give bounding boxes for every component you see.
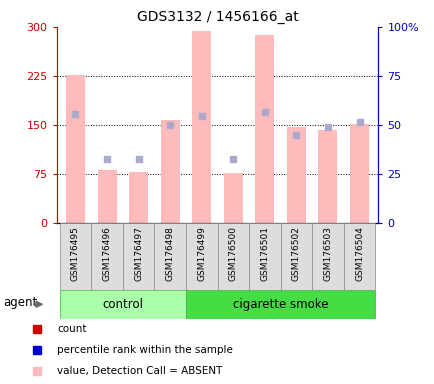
Bar <box>249 223 280 290</box>
Bar <box>224 173 242 223</box>
Bar <box>255 35 274 223</box>
Text: GSM176501: GSM176501 <box>260 226 269 281</box>
Text: cigarette smoke: cigarette smoke <box>232 298 328 311</box>
Bar <box>318 130 337 223</box>
Bar <box>192 31 210 223</box>
Text: agent: agent <box>3 296 37 310</box>
Text: GSM176496: GSM176496 <box>102 226 111 281</box>
Text: GSM176502: GSM176502 <box>291 226 300 281</box>
Bar <box>129 172 148 223</box>
Text: GSM176498: GSM176498 <box>165 226 174 281</box>
Bar <box>217 223 249 290</box>
Bar <box>154 223 185 290</box>
Bar <box>160 120 179 223</box>
Text: count: count <box>57 324 86 334</box>
Text: GSM176497: GSM176497 <box>134 226 143 281</box>
Bar <box>286 127 305 223</box>
Text: percentile rank within the sample: percentile rank within the sample <box>57 345 232 355</box>
Text: GSM176503: GSM176503 <box>323 226 332 281</box>
Bar <box>349 124 368 223</box>
Bar <box>59 223 91 290</box>
Bar <box>66 75 85 223</box>
Text: value, Detection Call = ABSENT: value, Detection Call = ABSENT <box>57 366 222 376</box>
Text: control: control <box>102 298 143 311</box>
Bar <box>97 170 116 223</box>
Bar <box>91 223 122 290</box>
Bar <box>59 290 185 319</box>
Bar <box>122 223 154 290</box>
Bar <box>312 223 343 290</box>
Bar <box>185 290 375 319</box>
Text: GSM176495: GSM176495 <box>71 226 80 281</box>
Bar <box>185 223 217 290</box>
Text: GSM176500: GSM176500 <box>228 226 237 281</box>
Title: GDS3132 / 1456166_at: GDS3132 / 1456166_at <box>136 10 298 25</box>
Text: GSM176504: GSM176504 <box>354 226 363 281</box>
Bar <box>280 223 312 290</box>
Bar <box>343 223 375 290</box>
Text: GSM176499: GSM176499 <box>197 226 206 281</box>
